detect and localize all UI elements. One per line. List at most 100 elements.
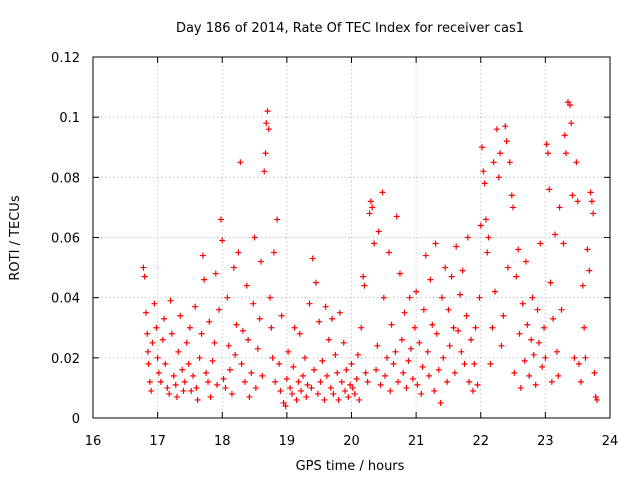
data-point bbox=[196, 354, 203, 361]
data-point bbox=[489, 324, 496, 331]
data-point bbox=[453, 243, 460, 250]
data-point bbox=[316, 318, 323, 325]
data-point bbox=[450, 324, 457, 331]
data-point bbox=[592, 393, 599, 400]
data-point bbox=[311, 366, 318, 373]
data-point bbox=[268, 324, 275, 331]
data-point bbox=[468, 336, 475, 343]
data-point bbox=[493, 126, 500, 133]
data-point bbox=[464, 234, 471, 241]
data-point bbox=[396, 270, 403, 277]
data-point bbox=[522, 258, 529, 265]
data-point bbox=[298, 387, 305, 394]
data-point bbox=[544, 150, 551, 157]
data-point bbox=[390, 360, 397, 367]
data-point bbox=[594, 396, 601, 403]
data-point bbox=[515, 246, 522, 253]
data-point bbox=[170, 372, 177, 379]
data-point bbox=[211, 339, 218, 346]
data-point bbox=[442, 264, 449, 271]
x-tick-label: 16 bbox=[85, 434, 102, 449]
data-point bbox=[167, 297, 174, 304]
data-point bbox=[364, 378, 371, 385]
data-point bbox=[521, 357, 528, 364]
data-point bbox=[349, 384, 356, 391]
data-point bbox=[481, 180, 488, 187]
data-point bbox=[431, 387, 438, 394]
data-point bbox=[405, 357, 412, 364]
data-point bbox=[526, 372, 533, 379]
data-point bbox=[224, 294, 231, 301]
data-point bbox=[330, 390, 337, 397]
data-point bbox=[498, 342, 505, 349]
data-point bbox=[289, 390, 296, 397]
data-point bbox=[382, 372, 389, 379]
data-point bbox=[219, 237, 226, 244]
data-point bbox=[360, 273, 367, 280]
data-point bbox=[437, 399, 444, 406]
data-point bbox=[579, 282, 586, 289]
data-point bbox=[461, 360, 468, 367]
data-point bbox=[232, 351, 239, 358]
data-point bbox=[312, 279, 319, 286]
data-point bbox=[547, 279, 554, 286]
data-point bbox=[524, 321, 531, 328]
data-point bbox=[220, 375, 227, 382]
data-point bbox=[558, 306, 565, 313]
data-point bbox=[384, 354, 391, 361]
x-tick-label: 21 bbox=[408, 434, 425, 449]
data-point bbox=[542, 354, 549, 361]
data-point bbox=[510, 204, 517, 211]
data-point bbox=[495, 174, 502, 181]
data-point bbox=[448, 273, 455, 280]
data-point bbox=[356, 396, 363, 403]
data-point bbox=[142, 309, 149, 316]
data-point bbox=[413, 288, 420, 295]
data-point bbox=[155, 369, 162, 376]
data-point bbox=[587, 189, 594, 196]
data-point bbox=[251, 234, 258, 241]
data-point bbox=[348, 360, 355, 367]
data-point bbox=[283, 375, 290, 382]
data-point bbox=[411, 324, 418, 331]
data-point bbox=[248, 369, 255, 376]
data-point bbox=[201, 276, 208, 283]
data-point bbox=[451, 369, 458, 376]
data-point bbox=[445, 306, 452, 313]
data-point bbox=[469, 387, 476, 394]
data-point bbox=[175, 348, 182, 355]
data-point bbox=[250, 300, 257, 307]
data-point bbox=[314, 390, 321, 397]
data-point bbox=[325, 336, 332, 343]
data-point bbox=[503, 138, 510, 145]
data-point bbox=[198, 330, 205, 337]
data-point bbox=[168, 330, 175, 337]
data-point bbox=[353, 375, 360, 382]
y-tick-label: 0.06 bbox=[51, 232, 80, 247]
data-point bbox=[388, 321, 395, 328]
data-point bbox=[144, 330, 151, 337]
data-point bbox=[380, 294, 387, 301]
data-point bbox=[296, 330, 303, 337]
data-point bbox=[230, 264, 237, 271]
data-point bbox=[157, 378, 164, 385]
data-point bbox=[140, 264, 147, 271]
data-point bbox=[270, 249, 277, 256]
x-tick-label: 20 bbox=[343, 434, 360, 449]
data-point bbox=[338, 378, 345, 385]
data-point bbox=[435, 366, 442, 373]
data-point bbox=[194, 396, 201, 403]
data-point bbox=[149, 339, 156, 346]
data-point bbox=[233, 321, 240, 328]
data-point bbox=[491, 288, 498, 295]
data-point bbox=[403, 384, 410, 391]
data-point bbox=[379, 189, 386, 196]
data-point bbox=[556, 204, 563, 211]
data-point bbox=[342, 387, 349, 394]
data-point bbox=[546, 186, 553, 193]
data-point bbox=[274, 216, 281, 223]
data-point bbox=[575, 360, 582, 367]
data-point bbox=[256, 315, 263, 322]
data-point bbox=[145, 360, 152, 367]
